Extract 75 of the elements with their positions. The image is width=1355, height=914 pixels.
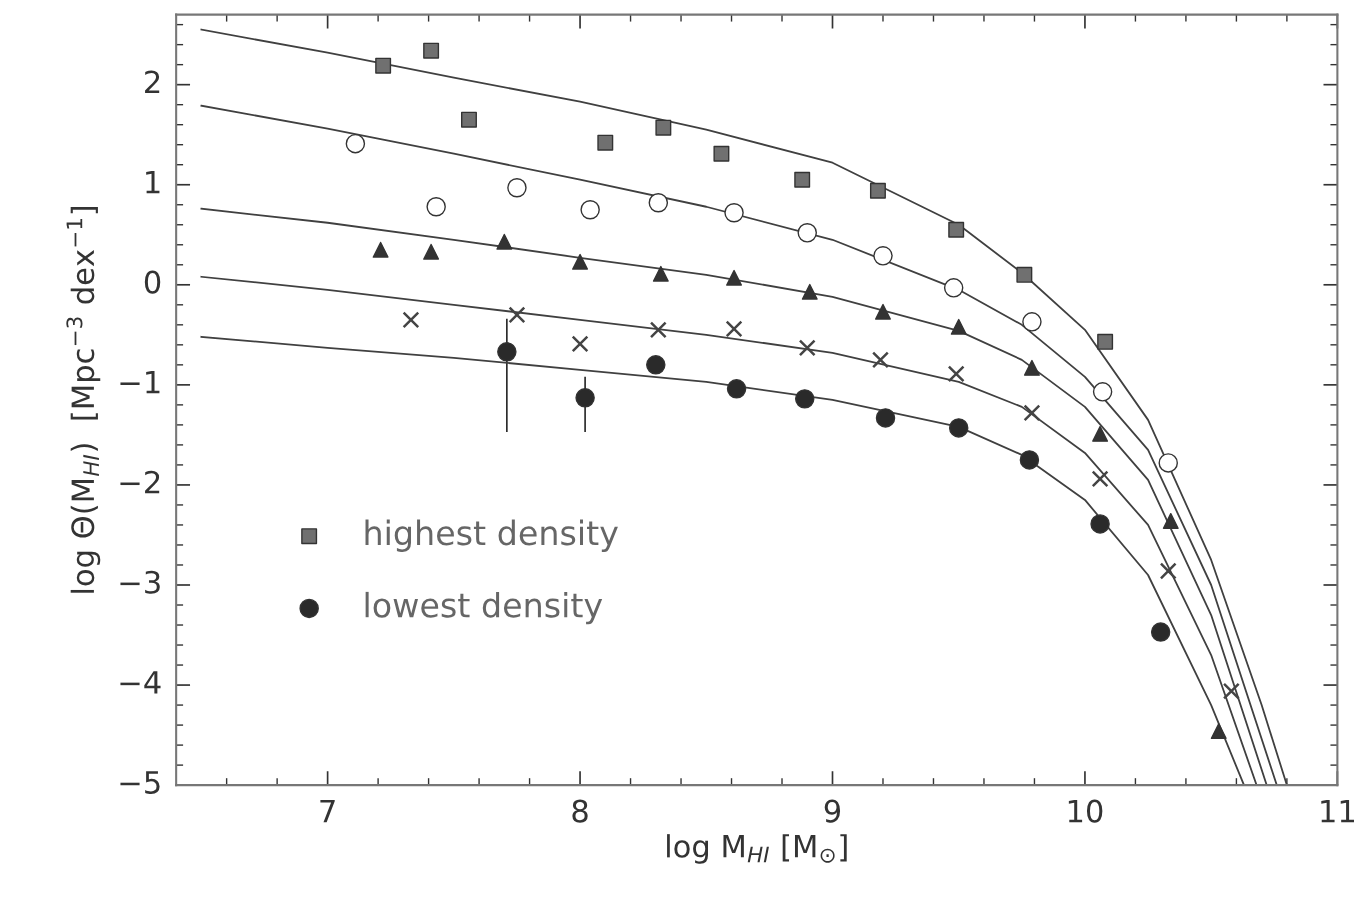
- point: [871, 351, 889, 369]
- point: [943, 278, 964, 298]
- point: [948, 221, 965, 238]
- x-tick-label: 8: [572, 799, 588, 823]
- point: [345, 133, 366, 154]
- point: [571, 335, 589, 353]
- point: [713, 145, 730, 162]
- point: [461, 111, 477, 128]
- point: [1091, 470, 1109, 488]
- legend-label: lowest density: [365, 591, 603, 625]
- point: [1097, 333, 1114, 350]
- point: [1159, 562, 1177, 580]
- point: [1092, 382, 1113, 402]
- point: [801, 283, 818, 300]
- y-tick-label: 2: [145, 70, 160, 94]
- point: [1023, 359, 1040, 376]
- point: [726, 269, 743, 286]
- legend-label: highest density: [365, 519, 618, 552]
- y-tick-label: −5: [120, 771, 160, 794]
- x-tick-label: 7: [320, 799, 335, 823]
- point: [646, 355, 666, 375]
- point: [1023, 404, 1041, 422]
- point: [950, 318, 967, 335]
- point: [726, 379, 747, 399]
- point: [402, 311, 420, 329]
- y-tick-label: −4: [120, 671, 161, 694]
- point: [1022, 312, 1042, 332]
- y-tick-label: 1: [146, 170, 160, 194]
- point: [1158, 453, 1178, 473]
- y-tick-label: −1: [120, 371, 160, 394]
- x-tick-label: 10: [1068, 799, 1103, 823]
- x-tick-label: 9: [824, 799, 841, 823]
- point: [875, 303, 891, 320]
- point: [507, 177, 527, 198]
- y-tick-label: −2: [120, 470, 160, 494]
- x-axis-title: log M$_{HI}$ [M$_{⊙}$]: [667, 834, 847, 864]
- point: [372, 241, 389, 258]
- point: [375, 57, 392, 74]
- point: [724, 203, 744, 223]
- point: [794, 389, 815, 409]
- point: [597, 134, 614, 151]
- point: [1019, 450, 1040, 470]
- point: [725, 320, 743, 338]
- point: [797, 223, 818, 243]
- point: [1162, 512, 1179, 529]
- x-tick-label: 11: [1321, 799, 1354, 823]
- y-tick-label: 0: [144, 270, 161, 294]
- point: [875, 408, 896, 428]
- point: [496, 233, 513, 250]
- point: [1090, 514, 1110, 534]
- point: [1092, 425, 1109, 442]
- point: [948, 418, 969, 438]
- point: [423, 243, 440, 260]
- point: [1222, 682, 1240, 700]
- point: [1210, 723, 1227, 740]
- point: [794, 171, 811, 188]
- point: [575, 388, 595, 408]
- point: [423, 42, 440, 59]
- point: [426, 196, 446, 217]
- point: [508, 306, 526, 324]
- y-tick-label: −3: [120, 570, 160, 594]
- point: [572, 253, 589, 270]
- y-axis-title: log Θ(M$_{HI}$) [Mpc$^{−3}$ dex$^{−1}$]: [66, 207, 101, 593]
- point: [652, 265, 669, 282]
- point: [798, 339, 816, 357]
- point: [869, 182, 886, 199]
- point: [1150, 622, 1171, 642]
- point: [497, 342, 517, 362]
- point: [655, 119, 672, 136]
- point: [1016, 266, 1033, 283]
- point: [649, 321, 667, 339]
- point: [580, 200, 600, 220]
- point: [873, 246, 893, 266]
- point: [648, 192, 669, 213]
- point: [947, 365, 965, 383]
